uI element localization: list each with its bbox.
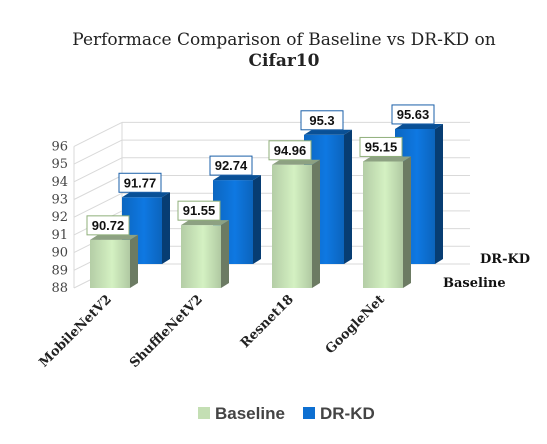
bar-front-face — [181, 225, 221, 288]
gridline-wall — [73, 157, 123, 183]
bar-top-face — [122, 192, 170, 198]
y-tick-label: 92 — [51, 210, 68, 225]
legend-swatch — [198, 407, 210, 419]
bar-side-face — [344, 129, 352, 264]
y-tick-label: 88 — [51, 281, 68, 296]
bar-top-face — [181, 220, 229, 226]
category-labels: MobileNetV2 ShuffleNetV2 Resnet18 GoogleNet — [37, 292, 388, 371]
legend-item-dr-kd: DR-KD — [303, 404, 375, 423]
data-label-baseline-1: 91.55 — [177, 200, 221, 221]
data-label-text: 95.3 — [309, 113, 334, 128]
gridline-wall — [73, 175, 123, 200]
bar-side-face — [435, 123, 443, 264]
bar-top-face — [213, 175, 261, 181]
data-label-box — [300, 110, 344, 131]
bars — [90, 123, 443, 288]
data-label-text: 95.63 — [397, 107, 430, 122]
data-label-dr-kd-0: 91.77 — [118, 172, 162, 193]
y-tick-label: 90 — [51, 246, 68, 261]
series-axis-label: DR-KD — [480, 252, 530, 267]
data-label-box — [118, 172, 162, 193]
data-label-baseline-0: 90.72 — [86, 215, 130, 236]
gridline-wall — [73, 192, 123, 218]
bar-top-face — [90, 234, 138, 240]
category-label: MobileNetV2 — [37, 292, 115, 370]
gridline-wall — [73, 139, 123, 165]
data-label-baseline-3: 95.15 — [359, 136, 403, 157]
category-label: ShuffleNetV2 — [127, 292, 206, 371]
legend-label: Baseline — [215, 404, 285, 423]
bar-top-face — [272, 159, 320, 165]
bar-side-face — [130, 234, 138, 288]
bar-baseline-2 — [272, 159, 320, 288]
data-label-dr-kd-1: 92.74 — [209, 155, 253, 176]
y-tick-label: 91 — [51, 228, 68, 243]
category-label: Resnet18 — [238, 292, 297, 351]
data-label-text: 90.72 — [92, 218, 125, 233]
data-label-dr-kd-2: 95.3 — [300, 110, 344, 131]
data-label-text: 91.55 — [183, 203, 216, 218]
bar-baseline-0 — [90, 234, 138, 288]
bar-top-face — [363, 156, 411, 162]
bar-side-face — [162, 192, 170, 264]
gridline-wall — [73, 121, 123, 147]
y-tick-label: 95 — [51, 157, 68, 172]
data-label-text: 92.74 — [215, 158, 248, 173]
bar-side-face — [221, 220, 229, 288]
legend-item-baseline: Baseline — [198, 404, 285, 423]
data-label-box — [86, 215, 130, 236]
legend: Baseline DR-KD — [198, 404, 375, 423]
chart-title: Performace Comparison of Baseline vs DR-… — [72, 30, 496, 50]
y-axis-ticks: 88 89 90 91 92 93 94 95 96 — [51, 139, 68, 296]
series-axis-labels: Baseline DR-KD — [443, 252, 530, 291]
data-label-box — [209, 155, 253, 176]
bar-top-face — [304, 129, 352, 135]
bar-side-face — [403, 156, 411, 288]
bar-top-face — [395, 123, 443, 129]
series-axis-label: Baseline — [443, 276, 506, 291]
category-label: GoogleNet — [323, 292, 388, 357]
data-label-box — [177, 200, 221, 221]
legend-swatch — [303, 407, 315, 419]
data-label-baseline-2: 94.96 — [268, 140, 312, 161]
data-label-box — [359, 136, 403, 157]
data-label-text: 94.96 — [274, 143, 307, 158]
y-tick-label: 93 — [51, 193, 68, 208]
data-label-dr-kd-3: 95.63 — [391, 104, 435, 125]
bar-baseline-1 — [181, 220, 229, 288]
data-label-text: 91.77 — [124, 175, 157, 190]
legend-label: DR-KD — [320, 404, 375, 423]
bar-front-face — [363, 161, 403, 288]
data-labels: 91.77 92.74 95.3 95.63 90.72 91.55 94.96 95.15 — [86, 104, 435, 236]
data-label-box — [391, 104, 435, 125]
chart-subtitle: Cifar10 — [249, 51, 320, 71]
data-label-text: 95.15 — [365, 139, 398, 154]
y-tick-label: 96 — [51, 139, 68, 154]
bar-side-face — [312, 159, 320, 288]
bar-front-face — [272, 164, 312, 288]
y-tick-label: 89 — [51, 263, 68, 278]
bar-side-face — [253, 175, 261, 264]
y-tick-label: 94 — [51, 175, 68, 190]
bar-baseline-3 — [363, 156, 411, 288]
bar-front-face — [90, 239, 130, 288]
data-label-box — [268, 140, 312, 161]
